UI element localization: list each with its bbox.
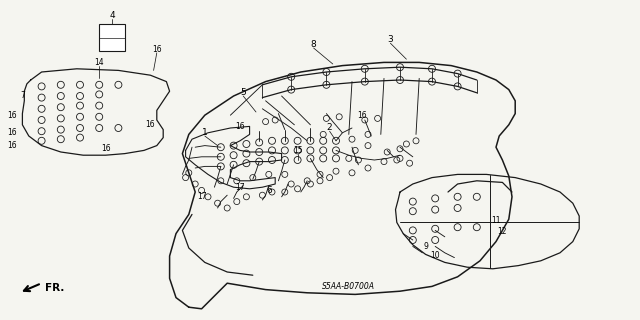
Text: 14: 14 (94, 58, 104, 67)
Text: 5: 5 (241, 88, 246, 97)
Text: FR.: FR. (45, 283, 64, 293)
Text: 16: 16 (235, 122, 245, 131)
Text: 1: 1 (202, 128, 207, 137)
Text: 16: 16 (145, 120, 156, 129)
Text: 11: 11 (492, 216, 500, 225)
Bar (99, 24, 125, 51)
Text: 15: 15 (292, 146, 303, 155)
Text: S5AA-B0700A: S5AA-B0700A (323, 282, 375, 291)
Text: 17: 17 (196, 192, 207, 201)
Text: 16: 16 (356, 111, 367, 120)
Text: 3: 3 (388, 36, 393, 44)
Text: 16: 16 (100, 144, 111, 153)
Text: 16: 16 (6, 111, 17, 120)
Text: 6: 6 (266, 186, 271, 195)
Text: 8: 8 (311, 40, 316, 49)
Text: 16: 16 (6, 141, 17, 150)
Text: 10: 10 (430, 252, 440, 260)
Text: 17: 17 (235, 183, 245, 192)
Text: 7: 7 (20, 92, 25, 100)
Text: 4: 4 (109, 12, 115, 20)
Text: 2: 2 (327, 124, 332, 132)
Text: 9: 9 (423, 242, 428, 251)
Text: 16: 16 (6, 128, 17, 137)
Text: 12: 12 (498, 228, 507, 236)
Text: 16: 16 (152, 45, 162, 54)
